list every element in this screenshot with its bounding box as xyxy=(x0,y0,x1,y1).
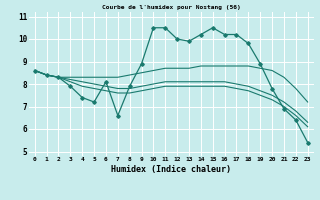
Title: Courbe de l'humidex pour Nostang (56): Courbe de l'humidex pour Nostang (56) xyxy=(102,5,241,10)
X-axis label: Humidex (Indice chaleur): Humidex (Indice chaleur) xyxy=(111,165,231,174)
